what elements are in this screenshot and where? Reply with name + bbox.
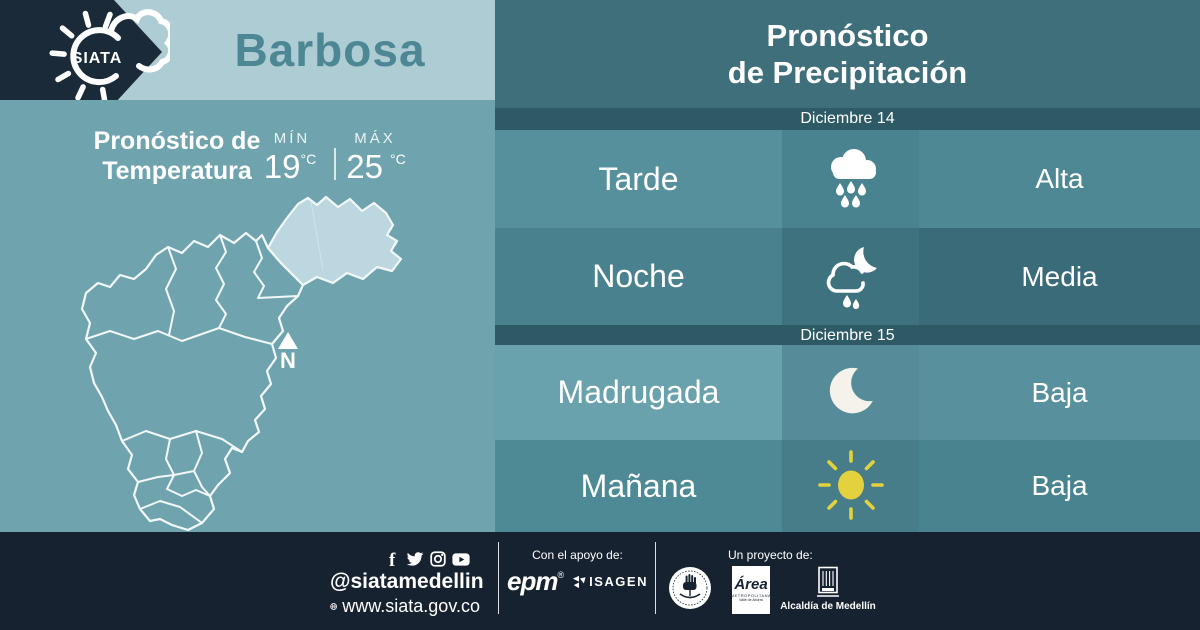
website-row: www.siata.gov.co	[330, 596, 480, 617]
precipitation-title-line2: de Precipitación	[727, 55, 968, 90]
siata-logo-text: SIATA	[72, 50, 123, 67]
weather-icon-cell	[782, 345, 919, 440]
forecast-row-madrugada: Madrugada Baja	[495, 345, 1200, 440]
weather-icon-cell	[782, 228, 919, 325]
area-logo-line3: Valle de Aburrá	[739, 598, 763, 603]
min-value-unit: °C	[300, 151, 317, 167]
support-label: Con el apoyo de:	[532, 548, 623, 562]
rain-cloud-icon	[830, 149, 876, 208]
epm-registered-mark: ®	[557, 570, 565, 580]
alcaldia-logo: Alcaldía de Medellín	[780, 566, 876, 612]
isagen-logo-text: ISAGEN	[589, 574, 648, 589]
north-arrow-icon	[278, 332, 298, 349]
weather-icon-cell	[782, 440, 919, 532]
social-icons: f	[340, 550, 470, 568]
svg-text:f: f	[389, 550, 396, 568]
level-value: Baja	[919, 345, 1200, 440]
temperature-title-line2: Temperatura	[102, 157, 252, 185]
area-metropolitana-logo: Área METROPOLITANA Valle de Aburrá	[730, 566, 772, 614]
moon-rain-cloud-icon	[826, 246, 877, 309]
facebook-icon: f	[389, 550, 396, 568]
period-label: Noche	[495, 228, 782, 325]
barbosa-region	[266, 195, 403, 287]
north-label: N	[280, 348, 296, 373]
website-url: www.siata.gov.co	[342, 596, 480, 616]
level-value: Media	[919, 228, 1200, 325]
precipitation-title: Pronóstico de Precipitación	[495, 0, 1200, 108]
precipitation-panel: Pronóstico de Precipitación Diciembre 14…	[495, 0, 1200, 532]
level-value: Baja	[919, 440, 1200, 532]
max-label: MÁX	[354, 130, 396, 147]
forecast-row-noche: Noche Media	[495, 228, 1200, 325]
max-value-number: 25	[346, 148, 383, 185]
max-value: 25 °C	[338, 148, 414, 186]
footer-divider-2	[655, 542, 656, 614]
isagen-pinwheel-icon	[573, 575, 586, 588]
instagram-icon	[430, 551, 446, 567]
temperature-title: Pronóstico de Temperatura	[62, 126, 292, 186]
project-label: Un proyecto de:	[728, 548, 813, 562]
area-logo-line2: METROPOLITANA	[730, 593, 772, 599]
north-indicator: N	[268, 332, 308, 372]
temperature-title-line1: Pronóstico de	[93, 127, 261, 155]
period-label: Tarde	[495, 130, 782, 228]
globe-icon	[330, 603, 338, 610]
period-label: Mañana	[495, 440, 782, 532]
forecast-row-manana: Mañana Baja	[495, 440, 1200, 532]
min-label: MÍN	[273, 130, 311, 147]
min-value-number: 19	[263, 148, 301, 185]
epm-logo-text: epm	[507, 566, 558, 596]
min-value: 19°C	[252, 148, 328, 186]
siata-logo: SIATA	[0, 0, 175, 111]
social-handle: @siatamedellin	[330, 570, 484, 593]
siata-logo-icon: SIATA	[0, 0, 175, 105]
twitter-icon	[406, 552, 424, 566]
area-logo-script: Área	[734, 576, 768, 594]
footer: f @siatamedellin www.siat	[0, 532, 1200, 630]
weather-icon-cell	[782, 130, 919, 228]
location-title: Barbosa	[234, 24, 426, 76]
epm-logo: epm®	[507, 566, 564, 597]
forecast-row-tarde: Tarde Alta	[495, 130, 1200, 228]
date-strip-dec14: Diciembre 14	[495, 108, 1200, 130]
alcaldia-logo-text: Alcaldía de Medellín	[780, 601, 876, 612]
university-seal-icon	[669, 567, 711, 609]
sponsor-logos: epm® ISAGEN	[505, 566, 650, 597]
isagen-logo: ISAGEN	[572, 574, 648, 589]
sun-icon	[817, 450, 884, 520]
aburra-valley-map	[80, 195, 403, 532]
period-label: Madrugada	[495, 345, 782, 440]
date-strip-dec15: Diciembre 15	[495, 325, 1200, 347]
temperature-panel: Pronóstico de Temperatura MÍN 19°C MÁX 2…	[0, 100, 495, 532]
moon-icon	[829, 367, 873, 413]
precipitation-title-line1: Pronóstico	[766, 18, 929, 53]
minmax-divider	[334, 148, 336, 180]
footer-divider-1	[498, 542, 499, 614]
alcaldia-emblem-icon	[817, 566, 839, 597]
max-value-unit: °C	[390, 151, 406, 167]
youtube-icon	[452, 552, 470, 566]
level-value: Alta	[919, 130, 1200, 228]
